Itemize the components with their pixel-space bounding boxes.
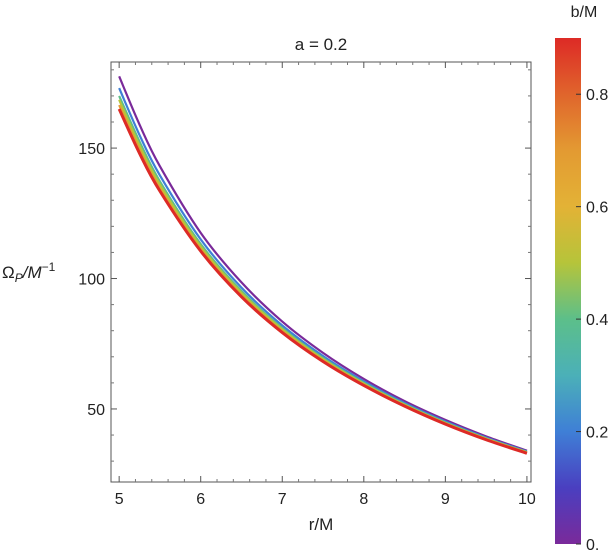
y-axis-title-unit: /M <box>22 263 43 282</box>
plot-frame <box>110 61 532 483</box>
x-axis-title: r/M <box>309 515 334 534</box>
y-tick-label: 150 <box>78 141 105 158</box>
colorbar-title: b/M <box>571 4 598 21</box>
series-line <box>118 75 528 452</box>
colorbar-tick-label: 0.2 <box>586 425 608 442</box>
x-tick-label: 7 <box>278 491 287 508</box>
y-axis-title: ΩP/M−1 <box>2 260 56 285</box>
x-tick-label: 9 <box>441 491 450 508</box>
series-layer <box>117 75 528 455</box>
series-line <box>117 108 528 455</box>
x-tick-label: 8 <box>359 491 368 508</box>
colorbar-tick-label: 0.8 <box>586 87 608 104</box>
y-tick-label: 50 <box>87 402 105 419</box>
colorbar <box>555 38 581 544</box>
x-tick-label: 6 <box>196 491 205 508</box>
x-tick-label: 5 <box>115 491 124 508</box>
y-axis-title-symbol: Ω <box>2 263 15 282</box>
colorbar-ticks: 0. 0.2 0.4 0.6 0.8 <box>576 87 608 552</box>
colorbar-tick-label: 0.6 <box>586 200 608 217</box>
y-axis-title-exponent: −1 <box>42 260 56 274</box>
x-tick-label: 10 <box>518 491 536 508</box>
y-axis-ticks: 50 100 150 <box>78 69 531 462</box>
x-axis-ticks: 5 6 7 8 9 10 <box>115 62 536 508</box>
y-axis-title-subscript: P <box>15 271 23 285</box>
y-tick-label: 100 <box>78 272 105 289</box>
chart-title: a = 0.2 <box>295 35 347 54</box>
colorbar-tick-label: 0. <box>586 537 599 552</box>
colorbar-tick-label: 0.4 <box>586 312 608 329</box>
